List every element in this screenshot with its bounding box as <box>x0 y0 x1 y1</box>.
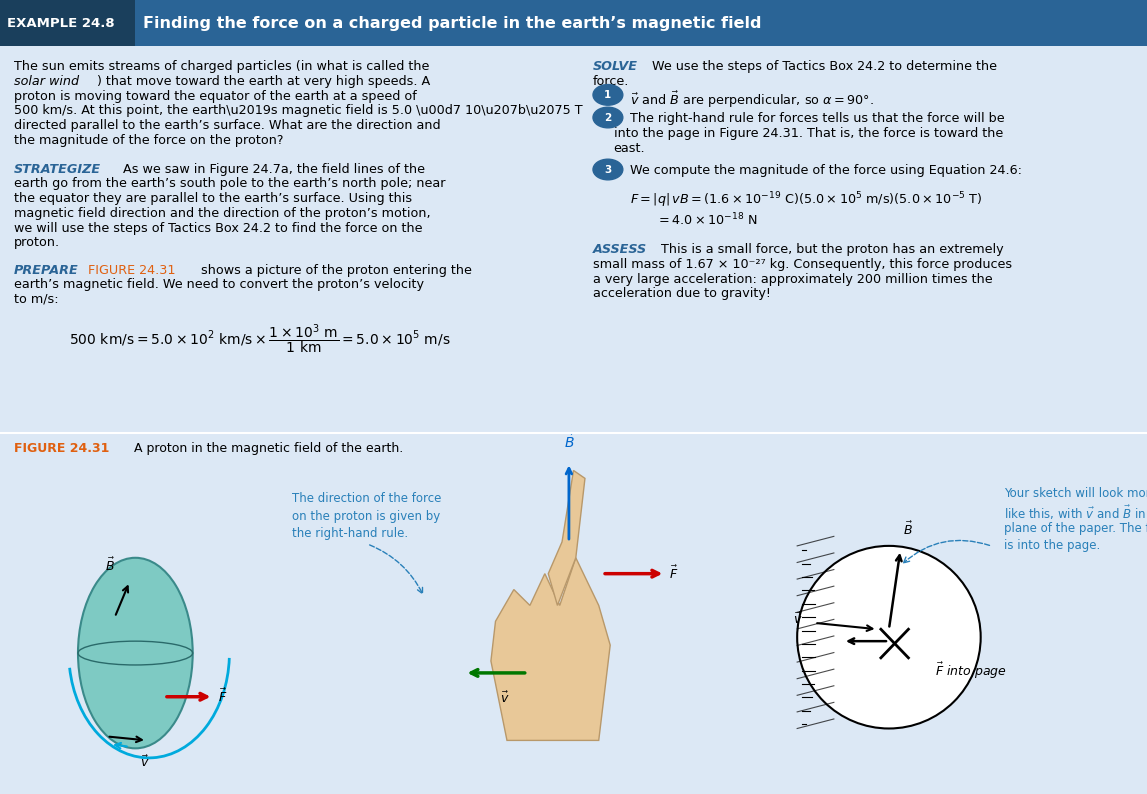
Text: on the proton is given by: on the proton is given by <box>292 510 440 522</box>
Ellipse shape <box>797 546 981 729</box>
Text: 3: 3 <box>604 164 611 175</box>
Text: The sun emits streams of charged particles (in what is called the: The sun emits streams of charged particl… <box>14 60 429 73</box>
Circle shape <box>593 107 623 128</box>
Text: ) that move toward the earth at very high speeds. A: ) that move toward the earth at very hig… <box>97 75 431 88</box>
Text: we will use the steps of Tactics Box 24.2 to find the force on the: we will use the steps of Tactics Box 24.… <box>14 222 422 234</box>
Text: FIGURE 24.31: FIGURE 24.31 <box>88 264 175 276</box>
Text: $\vec{v}$: $\vec{v}$ <box>140 754 149 770</box>
Ellipse shape <box>78 557 193 748</box>
Text: $\vec{F}$: $\vec{F}$ <box>669 565 678 582</box>
Text: shows a picture of the proton entering the: shows a picture of the proton entering t… <box>197 264 473 276</box>
Text: acceleration due to gravity!: acceleration due to gravity! <box>593 287 771 300</box>
Text: magnetic field direction and the direction of the proton’s motion,: magnetic field direction and the directi… <box>14 207 430 220</box>
Text: $\vec{F}$ into page: $\vec{F}$ into page <box>935 661 1007 681</box>
Text: $\vec{v}$: $\vec{v}$ <box>794 612 803 627</box>
Text: SOLVE: SOLVE <box>593 60 638 73</box>
Text: is into the page.: is into the page. <box>1004 539 1100 552</box>
Text: solar wind: solar wind <box>14 75 79 88</box>
Polygon shape <box>491 557 610 740</box>
Text: $\vec{B}$: $\vec{B}$ <box>563 432 575 451</box>
Text: earth go from the earth’s south pole to the earth’s north pole; near: earth go from the earth’s south pole to … <box>14 178 445 191</box>
Text: earth’s magnetic field. We need to convert the proton’s velocity: earth’s magnetic field. We need to conve… <box>14 279 423 291</box>
Text: to m/s:: to m/s: <box>14 293 58 306</box>
Text: $500\ \mathrm{km/s} = 5.0 \times 10^2\ \mathrm{km/s} \times\dfrac{1 \times 10^3\: $500\ \mathrm{km/s} = 5.0 \times 10^2\ \… <box>69 322 451 356</box>
Text: 2: 2 <box>604 113 611 122</box>
Circle shape <box>593 85 623 106</box>
Text: A proton in the magnetic field of the earth.: A proton in the magnetic field of the ea… <box>126 442 404 455</box>
Circle shape <box>593 159 623 180</box>
Text: FIGURE 24.31: FIGURE 24.31 <box>14 442 109 455</box>
Text: like this, with $\vec{v}$ and $\vec{B}$ in the: like this, with $\vec{v}$ and $\vec{B}$ … <box>1004 504 1147 522</box>
Text: The right-hand rule for forces tells us that the force will be: The right-hand rule for forces tells us … <box>630 113 1005 125</box>
FancyBboxPatch shape <box>0 0 135 46</box>
Text: This is a small force, but the proton has an extremely: This is a small force, but the proton ha… <box>657 244 1004 256</box>
Text: $= 4.0 \times 10^{-18}\ \mathrm{N}$: $= 4.0 \times 10^{-18}\ \mathrm{N}$ <box>656 211 757 228</box>
Polygon shape <box>548 470 585 605</box>
Text: east.: east. <box>614 142 646 155</box>
Text: 1: 1 <box>604 90 611 100</box>
FancyBboxPatch shape <box>0 0 1147 46</box>
Text: into the page in Figure 24.31. That is, the force is toward the: into the page in Figure 24.31. That is, … <box>614 127 1002 140</box>
Text: $\vec{v}$: $\vec{v}$ <box>500 691 509 707</box>
Text: EXAMPLE 24.8: EXAMPLE 24.8 <box>7 17 115 29</box>
Text: directed parallel to the earth’s surface. What are the direction and: directed parallel to the earth’s surface… <box>14 119 440 132</box>
Text: ASSESS: ASSESS <box>593 244 647 256</box>
Text: proton.: proton. <box>14 237 60 249</box>
Text: the right-hand rule.: the right-hand rule. <box>292 527 408 540</box>
Text: a very large acceleration: approximately 200 million times the: a very large acceleration: approximately… <box>593 273 992 286</box>
Text: As we saw in Figure 24.7a, the field lines of the: As we saw in Figure 24.7a, the field lin… <box>119 163 426 175</box>
Text: 500 km/s. At this point, the earth\u2019s magnetic field is 5.0 \u00d7 10\u207b\: 500 km/s. At this point, the earth\u2019… <box>14 105 583 118</box>
Text: Finding the force on a charged particle in the earth’s magnetic field: Finding the force on a charged particle … <box>143 16 762 30</box>
Text: PREPARE: PREPARE <box>14 264 78 276</box>
Text: The direction of the force: The direction of the force <box>292 492 442 505</box>
Text: $\vec{v}$ and $\vec{B}$ are perpendicular, so $\alpha = 90°$.: $\vec{v}$ and $\vec{B}$ are perpendicula… <box>630 90 874 110</box>
Text: $\vec{B}$: $\vec{B}$ <box>903 521 913 538</box>
Text: Your sketch will look more: Your sketch will look more <box>1004 487 1147 499</box>
Text: We compute the magnitude of the force using Equation 24.6:: We compute the magnitude of the force us… <box>630 164 1022 177</box>
Text: the equator they are parallel to the earth’s surface. Using this: the equator they are parallel to the ear… <box>14 192 412 205</box>
Text: force.: force. <box>593 75 630 88</box>
Text: proton is moving toward the equator of the earth at a speed of: proton is moving toward the equator of t… <box>14 90 416 102</box>
Text: the magnitude of the force on the proton?: the magnitude of the force on the proton… <box>14 134 283 147</box>
Text: $F = |q|\,vB = (1.6 \times 10^{-19}\ \mathrm{C})(5.0 \times 10^{5}\ \mathrm{m/s}: $F = |q|\,vB = (1.6 \times 10^{-19}\ \ma… <box>630 191 982 210</box>
Text: STRATEGIZE: STRATEGIZE <box>14 163 101 175</box>
Text: We use the steps of Tactics Box 24.2 to determine the: We use the steps of Tactics Box 24.2 to … <box>648 60 997 73</box>
Text: small mass of 1.67 × 10⁻²⁷ kg. Consequently, this force produces: small mass of 1.67 × 10⁻²⁷ kg. Consequen… <box>593 258 1012 271</box>
Text: $\vec{B}$: $\vec{B}$ <box>106 557 115 573</box>
Text: plane of the paper. The force: plane of the paper. The force <box>1004 522 1147 534</box>
Text: $\vec{F}$: $\vec{F}$ <box>218 688 227 705</box>
